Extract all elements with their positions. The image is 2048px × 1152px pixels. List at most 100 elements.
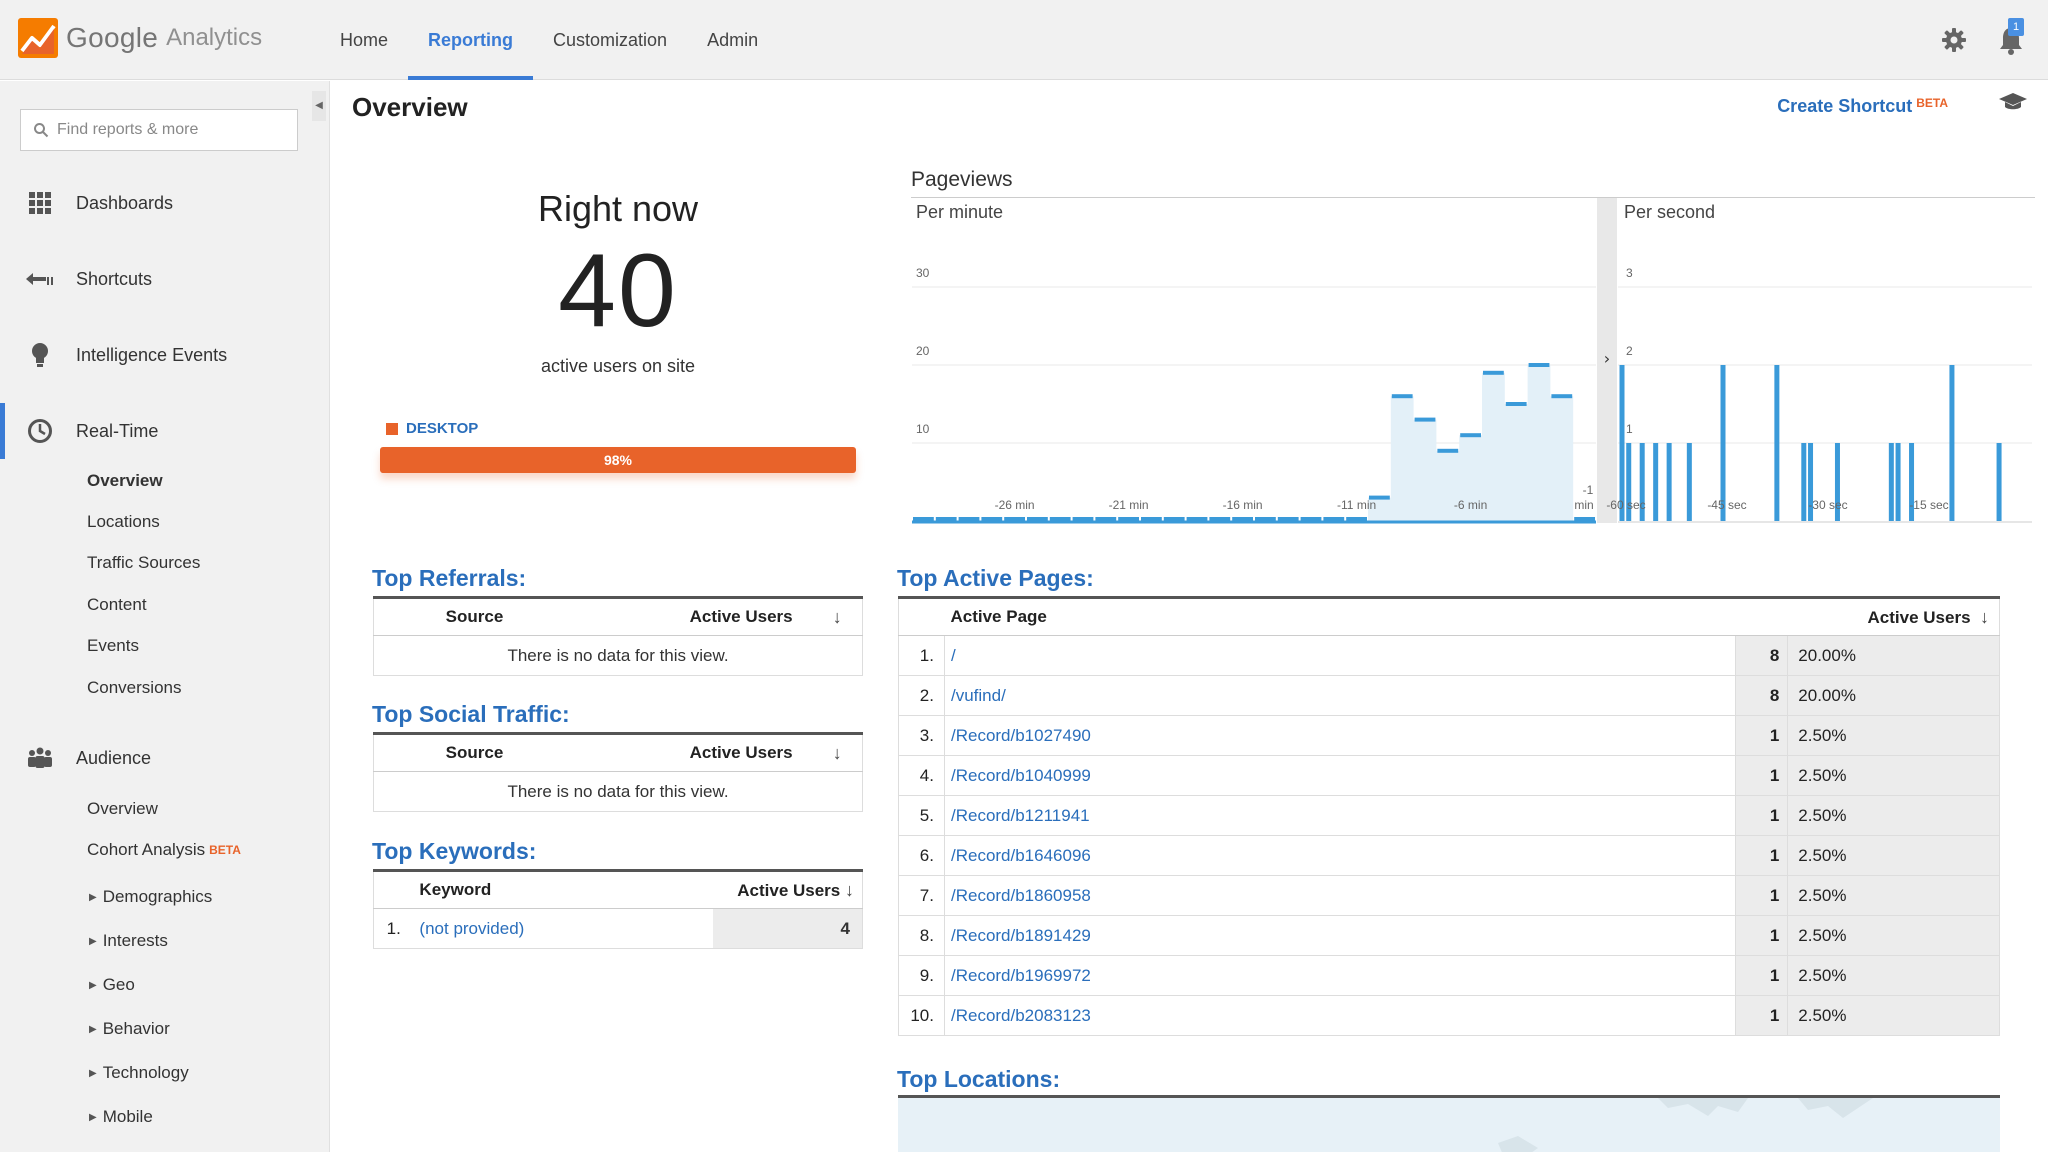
per-minute-bar xyxy=(1255,517,1276,521)
active-page-link[interactable]: /Record/b1646096 xyxy=(950,845,1091,865)
cohort-beta-badge: BETA xyxy=(209,843,241,857)
pages-col-users-label: Active Users xyxy=(1867,607,1971,627)
audience-overview-link[interactable]: Overview xyxy=(87,799,158,818)
sort-down-arrow-icon: ↓ xyxy=(832,742,842,763)
technology-label: Technology xyxy=(102,1063,189,1082)
social-sort-arrow[interactable]: ↓ xyxy=(812,733,863,772)
page-percent: 2.50% xyxy=(1787,955,2000,996)
active-page-link[interactable]: /Record/b1211941 xyxy=(950,805,1090,825)
page-cell: /Record/b1027490 xyxy=(944,715,1736,756)
per-minute-bar xyxy=(1209,517,1231,521)
ga-logo[interactable]: Google Analytics xyxy=(18,16,262,60)
table-row: 2./vufind/8 20.00% xyxy=(898,675,2000,716)
per-second-bar xyxy=(1909,443,1915,521)
nav-home[interactable]: Home xyxy=(340,29,389,50)
table-row: 4./Record/b1040999 1 2.50% xyxy=(898,755,2000,796)
per-minute-bar xyxy=(981,517,1003,521)
locations-map[interactable] xyxy=(898,1095,2000,1152)
gear-icon[interactable] xyxy=(1940,26,1968,54)
sort-down-arrow-icon: ↓ xyxy=(845,879,854,900)
search-input[interactable] xyxy=(57,121,287,139)
page-users: 8 xyxy=(1735,635,1788,676)
per-second-x-tick: -15 sec xyxy=(1909,498,1948,512)
geo-label: Geo xyxy=(102,975,135,994)
page-rank: 6. xyxy=(898,835,945,876)
audience-interests-link[interactable]: ▶ Interests xyxy=(89,927,168,955)
nav-customization[interactable]: Customization xyxy=(553,29,668,50)
create-shortcut-link[interactable]: Create Shortcut BETA xyxy=(1777,96,1948,117)
page-rank: 2. xyxy=(898,675,945,716)
active-page-link[interactable]: /vufind/ xyxy=(950,685,1006,705)
active-page-link[interactable]: /Record/b1040999 xyxy=(950,765,1091,785)
table-row: 10./Record/b2083123 1 2.50% xyxy=(898,995,2000,1036)
expand-chevron-icon: › xyxy=(1604,349,1610,368)
referrals-col-users[interactable]: Active Users xyxy=(523,597,813,636)
per-minute-bar xyxy=(1391,394,1413,399)
pages-col-users[interactable]: Active Users ↓ xyxy=(1735,597,2000,636)
realtime-overview-link[interactable]: Overview xyxy=(87,471,163,490)
sort-down-arrow-icon: ↓ xyxy=(832,606,842,627)
search-box[interactable] xyxy=(20,109,298,151)
nav-reporting[interactable]: Reporting xyxy=(408,0,533,80)
table-row: 1. (not provided) 4 xyxy=(373,908,863,949)
pages-col-page[interactable]: Active Page xyxy=(944,597,1736,636)
active-page-link[interactable]: /Record/b1027490 xyxy=(950,725,1091,745)
per-second-x-tick: -30 sec xyxy=(1808,498,1847,512)
per-minute-bar xyxy=(1528,363,1550,367)
audience-cohort-link[interactable]: Cohort Analysis BETA xyxy=(87,836,241,864)
social-col-source[interactable]: Source xyxy=(373,733,524,772)
realtime-locations-link[interactable]: Locations xyxy=(87,512,160,531)
collapse-sidebar-button[interactable]: ◀ xyxy=(312,91,326,121)
active-page-link[interactable]: /Record/b1860958 xyxy=(950,885,1091,905)
sidebar-dashboards[interactable]: Dashboards xyxy=(0,175,330,231)
per-second-bar xyxy=(1774,365,1780,521)
nav-admin[interactable]: Admin xyxy=(707,29,759,50)
desktop-legend-swatch xyxy=(386,422,398,435)
per-minute-x-tick: -6 min xyxy=(1454,498,1487,512)
social-col-users[interactable]: Active Users xyxy=(523,733,813,772)
notifications-bell[interactable]: 1 xyxy=(1996,18,2026,56)
logo-google-text: Google xyxy=(66,22,159,53)
audience-behavior-link[interactable]: ▶ Behavior xyxy=(89,1015,170,1043)
top-social-title: Top Social Traffic: xyxy=(372,701,570,727)
per-second-x-tick: -60 sec xyxy=(1606,498,1645,512)
sidebar-audience[interactable]: Audience xyxy=(0,730,330,786)
realtime-events-link[interactable]: Events xyxy=(87,636,139,655)
active-page-link[interactable]: /Record/b2083123 xyxy=(950,1005,1091,1025)
audience-geo-link[interactable]: ▶ Geo xyxy=(89,971,135,999)
audience-demographics-link[interactable]: ▶ Demographics xyxy=(89,883,212,911)
sidebar-shortcuts[interactable]: Shortcuts xyxy=(0,251,330,307)
page-percent: 20.00% xyxy=(1787,635,2000,676)
audience-mobile-link[interactable]: ▶ Mobile xyxy=(89,1103,153,1131)
per-minute-bar xyxy=(1437,448,1459,453)
per-minute-bar xyxy=(1232,517,1253,521)
realtime-conversions-link[interactable]: Conversions xyxy=(87,678,182,697)
per-minute-bar xyxy=(1186,517,1208,521)
active-page-link[interactable]: /Record/b1969972 xyxy=(950,965,1091,985)
dashboards-icon xyxy=(26,189,54,217)
referrals-col-source[interactable]: Source xyxy=(373,597,524,636)
panel-divider xyxy=(1597,198,1617,523)
realtime-traffic-sources-link[interactable]: Traffic Sources xyxy=(87,553,201,572)
audience-technology-link[interactable]: ▶ Technology xyxy=(89,1059,189,1087)
active-page-link[interactable]: /Record/b1891429 xyxy=(950,925,1091,945)
keywords-col-users[interactable]: Active Users ↓ xyxy=(712,870,863,909)
keywords-col-keyword[interactable]: Keyword xyxy=(413,870,713,909)
page-percent: 2.50% xyxy=(1787,915,2000,956)
page-percent: 2.50% xyxy=(1787,835,2000,876)
per-second-bar xyxy=(1666,443,1672,521)
referrals-sort-arrow[interactable]: ↓ xyxy=(812,597,863,636)
sidebar-intelligence-events[interactable]: Intelligence Events xyxy=(0,327,330,383)
per-minute-bar xyxy=(1118,517,1139,521)
page-cell: /Record/b1040999 xyxy=(944,755,1736,796)
per-second-bar xyxy=(1808,443,1814,521)
page-users: 8 xyxy=(1735,675,1788,716)
sidebar-real-time[interactable]: Real-Time xyxy=(0,403,330,459)
graduation-cap-icon[interactable] xyxy=(1998,90,2028,114)
keyword-link[interactable]: (not provided) xyxy=(419,918,525,938)
keyword-users: 4 xyxy=(712,908,863,949)
realtime-content-link[interactable]: Content xyxy=(87,595,147,614)
active-page-link[interactable]: / xyxy=(950,645,956,665)
sort-down-arrow-icon: ↓ xyxy=(1980,606,1989,627)
table-row: 1./ 8 20.00% xyxy=(898,635,2000,676)
